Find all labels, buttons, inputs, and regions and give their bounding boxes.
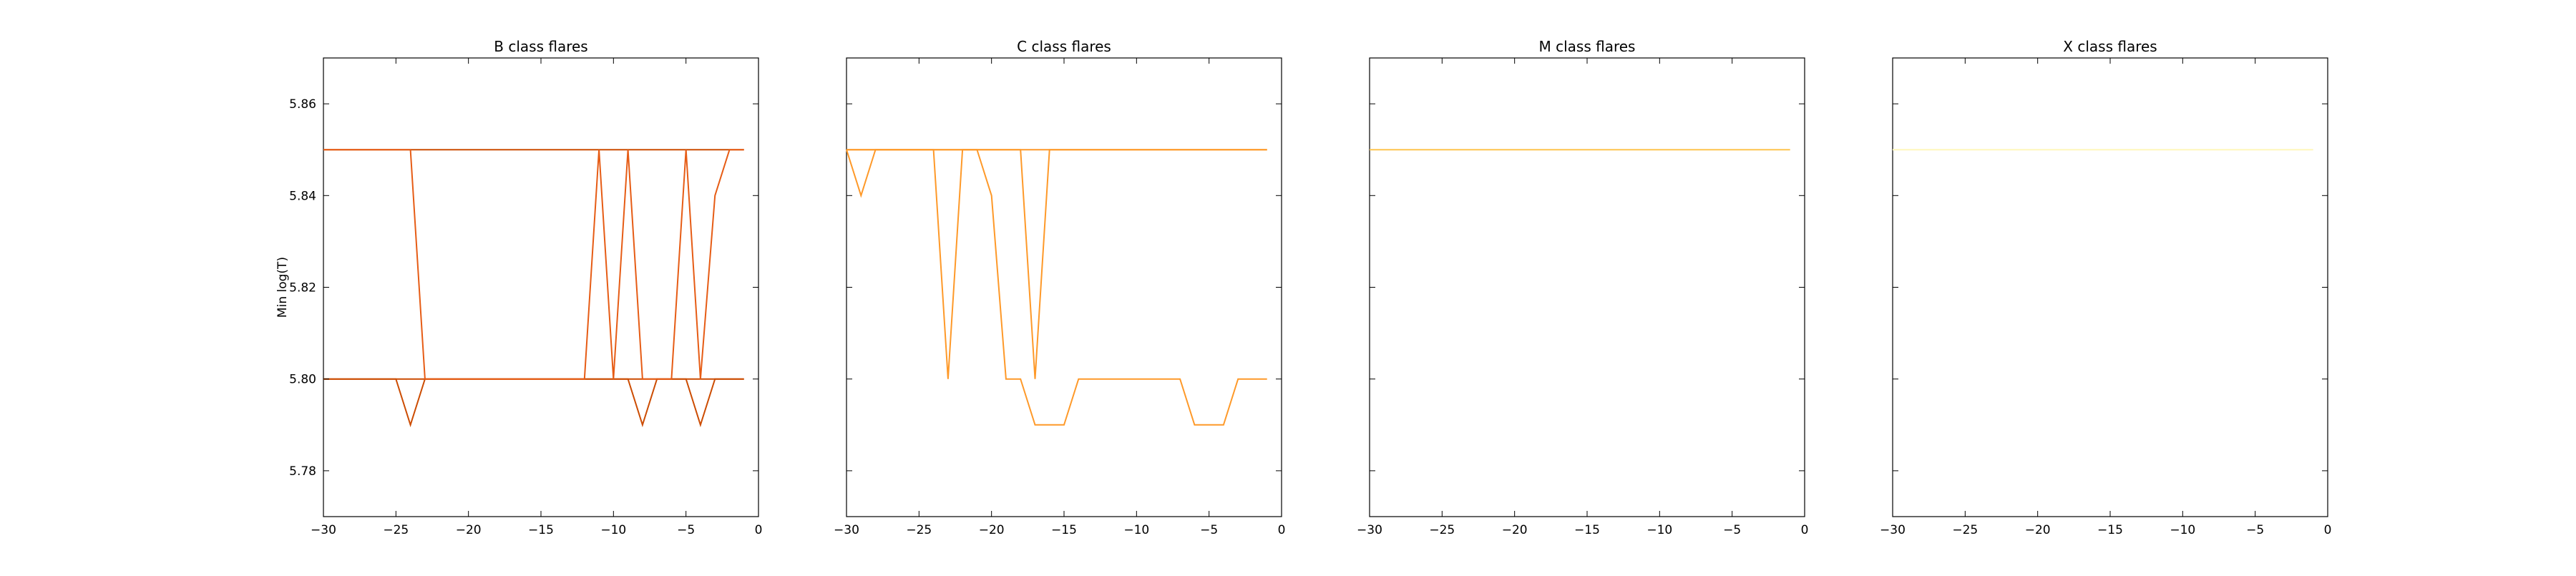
x-tick-label: −25 — [906, 523, 932, 537]
x-tick-label: −15 — [1574, 523, 1600, 537]
chart-title: C class flares — [1017, 38, 1111, 55]
series-line — [847, 149, 1267, 379]
x-tick-label: −10 — [600, 523, 626, 537]
x-tick-label: −25 — [383, 523, 409, 537]
x-tick-label: −30 — [834, 523, 859, 537]
x-tick-label: −25 — [1429, 523, 1455, 537]
chart-panel: −30 −25 −20 −15 −10 −5 0 X class flares — [1880, 38, 2331, 537]
x-tick-label: −30 — [1880, 523, 1906, 537]
series-line — [323, 378, 744, 428]
x-tick-label: −20 — [456, 523, 482, 537]
plot-frame — [323, 57, 759, 517]
x-tick-label: −5 — [1723, 523, 1741, 537]
x-tick-label: −5 — [1200, 523, 1218, 537]
chart-title: X class flares — [2063, 38, 2157, 55]
x-tick-label: 0 — [1278, 523, 1286, 537]
plot-frame — [846, 57, 1282, 517]
x-tick-label: −10 — [1123, 523, 1149, 537]
x-tick-label: −20 — [1502, 523, 1528, 537]
x-tick-label: −15 — [1051, 523, 1077, 537]
x-tick-label: −20 — [2025, 523, 2051, 537]
plot-frame — [1892, 57, 2328, 517]
x-tick-label: 0 — [2324, 523, 2332, 537]
x-tick-label: −30 — [311, 523, 336, 537]
x-tick-label: −20 — [979, 523, 1005, 537]
x-tick-label: −10 — [2170, 523, 2195, 537]
x-tick-label: −15 — [2097, 523, 2123, 537]
chart-title: B class flares — [494, 38, 587, 55]
x-tick-label: −25 — [1952, 523, 1978, 537]
chart-panel: −30 −25 −20 −15 −10 −5 0 5.78 5.80 5.82 5.84 5.86 B … — [275, 38, 762, 537]
x-tick-label: −5 — [2246, 523, 2264, 537]
series-line — [323, 149, 744, 380]
x-tick-label: −10 — [1646, 523, 1672, 537]
chart-panel: −30 −25 −20 −15 −10 −5 0 M class flares — [1357, 38, 1808, 537]
y-tick-label: 5.84 — [289, 189, 316, 203]
x-tick-label: −5 — [677, 523, 695, 537]
chart-panel: −30 −25 −20 −15 −10 −5 0 C class flares — [834, 38, 1285, 537]
x-tick-label: −15 — [528, 523, 554, 537]
plot-frame — [1369, 57, 1805, 517]
y-tick-label: 5.82 — [289, 281, 316, 296]
x-tick-label: 0 — [1801, 523, 1809, 537]
series-line — [846, 149, 1267, 426]
chart-title: M class flares — [1539, 38, 1636, 55]
y-tick-label: 5.86 — [289, 97, 316, 112]
y-tick-label: 5.78 — [289, 464, 316, 479]
y-tick-label: 5.80 — [289, 373, 316, 387]
y-axis-label: Min log(T) — [275, 257, 290, 318]
x-tick-label: 0 — [755, 523, 763, 537]
x-tick-label: −30 — [1357, 523, 1382, 537]
